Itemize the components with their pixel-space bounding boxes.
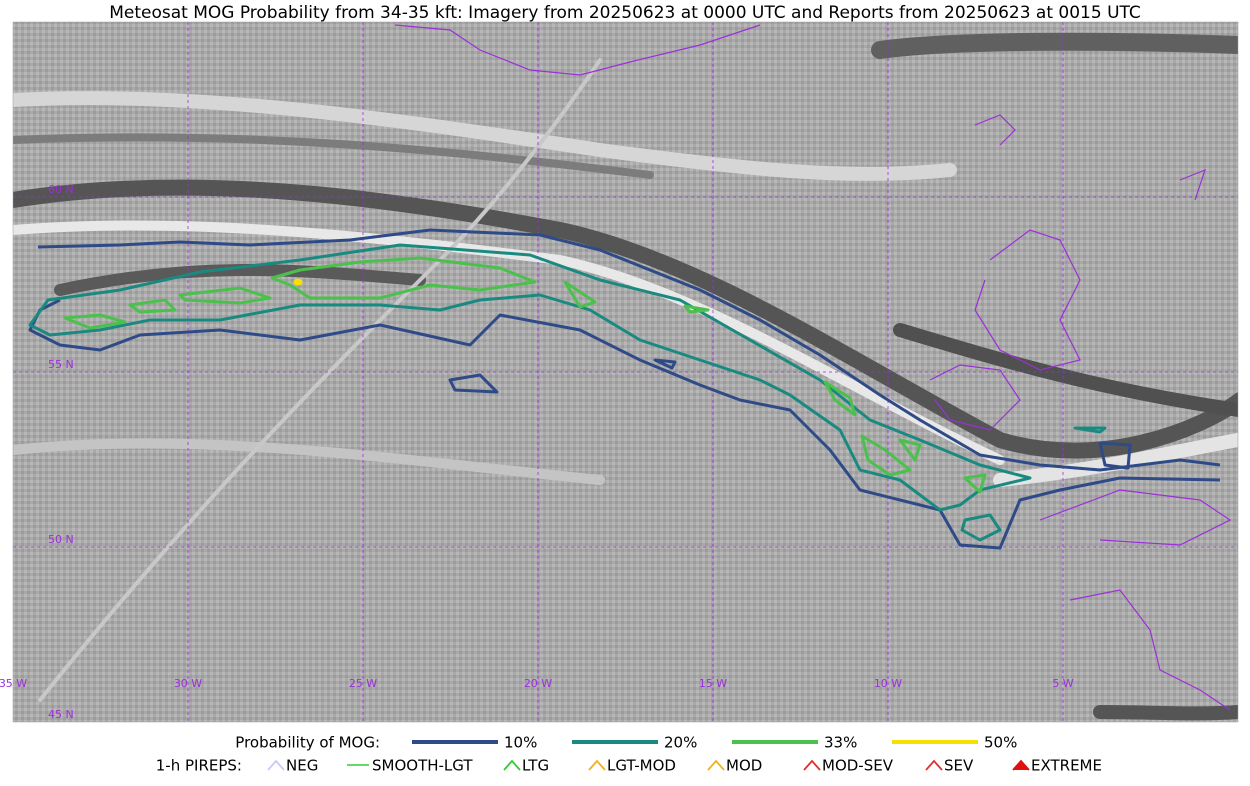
legend-label: SMOOTH-LGT	[372, 757, 473, 775]
longitude-labels: 35 W 30 W 25 W 20 W 15 W 10 W 5 W	[0, 677, 1074, 690]
lon-label: 35 W	[0, 677, 27, 690]
pirep-symbol	[1012, 759, 1030, 771]
legend-label: LGT-MOD	[607, 757, 676, 775]
lon-label: 5 W	[1052, 677, 1073, 690]
lon-label: 15 W	[699, 677, 727, 690]
pirep-symbol	[803, 759, 821, 771]
legend-title: Probability of MOG:	[235, 734, 380, 752]
pirep-symbol	[707, 759, 725, 771]
legend-label: 33%	[824, 734, 857, 752]
lon-label: 20 W	[524, 677, 552, 690]
pirep-symbol	[588, 759, 606, 771]
legend-label: EXTREME	[1031, 757, 1102, 775]
legend-label: 20%	[664, 734, 697, 752]
lat-label: 55 N	[48, 358, 74, 371]
legend-label: MOD-SEV	[822, 757, 894, 775]
legend-label: NEG	[286, 757, 318, 775]
legend-label: LTG	[522, 757, 549, 775]
legend-label: 50%	[984, 734, 1017, 752]
lon-label: 25 W	[349, 677, 377, 690]
lat-label: 45 N	[48, 708, 74, 721]
legend-label: SEV	[944, 757, 974, 775]
legend-title: 1-h PIREPS:	[156, 757, 242, 775]
pirep-symbol	[267, 759, 285, 771]
lat-label: 50 N	[48, 533, 74, 546]
lat-label: 60 N	[48, 183, 74, 196]
legend-label: MOD	[726, 757, 762, 775]
legend-label: 10%	[504, 734, 537, 752]
pirep-symbol	[925, 759, 943, 771]
satellite-image	[13, 22, 1238, 722]
title: Meteosat MOG Probability from 34-35 kft:…	[109, 3, 1141, 23]
lon-label: 10 W	[874, 677, 902, 690]
latitude-labels: 60 N 55 N 50 N 45 N	[48, 183, 74, 721]
legend: Probability of MOG: 10% 20% 33% 50% 1-h PIREP…	[156, 734, 1102, 775]
pirep-symbol	[503, 759, 521, 771]
lon-label: 30 W	[174, 677, 202, 690]
